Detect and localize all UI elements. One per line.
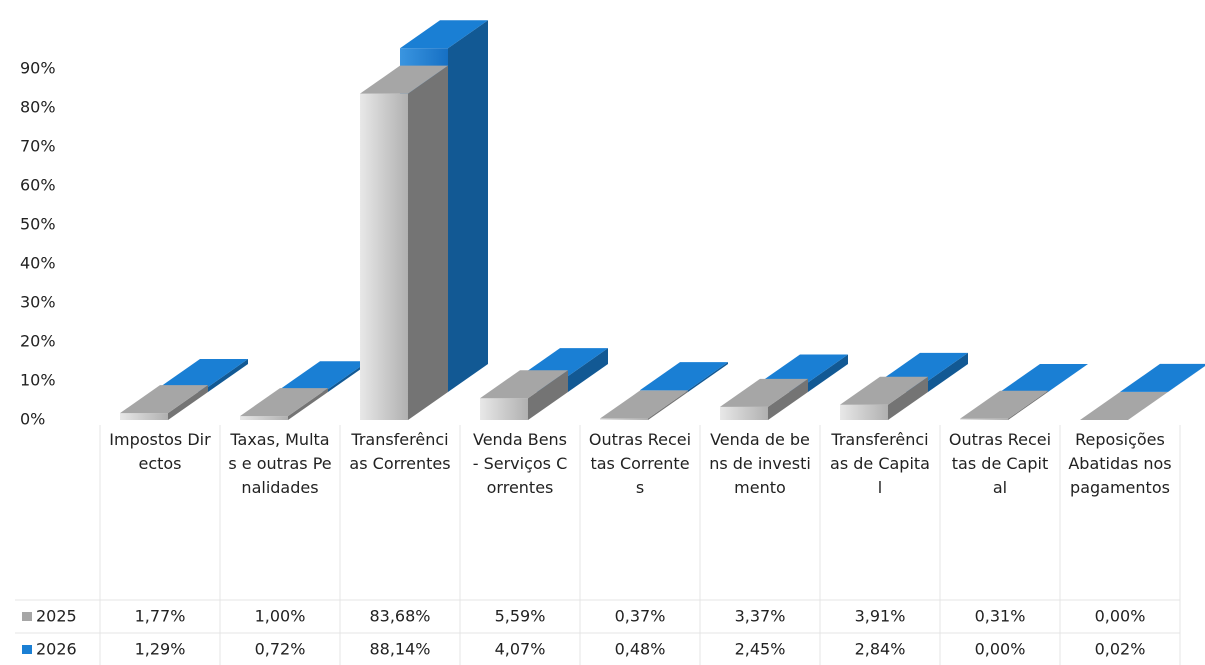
bar-front: [600, 418, 648, 420]
bar-side: [408, 65, 448, 420]
data-label: 0,37%: [615, 607, 666, 626]
bar-front: [360, 93, 408, 420]
data-label: 1,29%: [135, 640, 186, 659]
bar-side: [448, 20, 488, 393]
y-tick-label: 20%: [20, 332, 56, 351]
bar-side: [888, 376, 928, 420]
bar-top: [360, 65, 448, 94]
y-tick-label: 90%: [20, 59, 56, 78]
bar: [280, 361, 368, 392]
bar-side: [208, 358, 248, 392]
bar-side: [1008, 390, 1048, 420]
bar-front: [840, 404, 888, 420]
y-tick-label: 10%: [20, 371, 56, 390]
data-label: 0,48%: [615, 640, 666, 659]
bar-top: [640, 362, 728, 391]
legend-swatch: [22, 612, 32, 621]
bar-top: [600, 390, 688, 419]
data-label: 1,00%: [255, 607, 306, 626]
bar-side: [568, 348, 608, 392]
bar-top: [720, 378, 808, 407]
bar: [840, 376, 928, 420]
bar-top: [280, 361, 368, 390]
y-tick-label: 50%: [20, 215, 56, 234]
bar-top: [520, 348, 608, 377]
data-label: 2,84%: [855, 640, 906, 659]
legend-label: 2025: [36, 607, 77, 626]
data-label: 2,45%: [735, 640, 786, 659]
category-label: Impostos Directos: [109, 430, 211, 473]
data-label: 88,14%: [369, 640, 430, 659]
bar-top: [760, 354, 848, 383]
data-label: 1,77%: [135, 607, 186, 626]
bar-front: [720, 406, 768, 420]
data-label: 83,68%: [369, 607, 430, 626]
bar: [360, 65, 448, 420]
data-label: 5,59%: [495, 607, 546, 626]
data-label: 0,00%: [975, 640, 1026, 659]
bar: [600, 390, 688, 420]
bar-top: [880, 352, 968, 381]
bar-side: [1168, 366, 1205, 392]
y-tick-label: 60%: [20, 176, 56, 195]
legend-swatch: [22, 645, 32, 654]
category-label: Venda Bens - Serviços Correntes: [472, 430, 568, 497]
bar: [120, 385, 208, 420]
data-label: 3,37%: [735, 607, 786, 626]
bar-side: [688, 362, 728, 392]
bar-top: [840, 376, 928, 405]
bar-top: [160, 358, 248, 387]
bar-top: [1080, 392, 1168, 420]
data-label: 0,00%: [1095, 607, 1146, 626]
y-tick-label: 40%: [20, 254, 56, 273]
bar-top: [120, 385, 208, 414]
bar-side: [288, 388, 328, 420]
y-tick-label: 0%: [20, 410, 45, 429]
bar: [480, 370, 568, 420]
bar-top: [1120, 363, 1205, 392]
bar-top: [1000, 364, 1088, 392]
bar-front: [960, 418, 1008, 420]
bar: [240, 388, 328, 420]
y-tick-label: 70%: [20, 137, 56, 156]
bar: [1080, 392, 1168, 420]
bar: [1000, 364, 1088, 392]
bar-side: [168, 385, 208, 420]
bar-front: [120, 413, 168, 420]
bar: [720, 378, 808, 420]
category-label: Transferências Correntes: [349, 430, 451, 473]
bar-side: [528, 370, 568, 420]
bar-side: [928, 352, 968, 392]
data-label: 3,91%: [855, 607, 906, 626]
data-label: 0,02%: [1095, 640, 1146, 659]
data-label: 0,72%: [255, 640, 306, 659]
bar-side: [768, 378, 808, 420]
bar-front: [240, 416, 288, 420]
bar-top: [480, 370, 568, 399]
bar-side: [328, 361, 368, 392]
y-tick-label: 30%: [20, 293, 56, 312]
bar-top: [240, 388, 328, 417]
bar-side: [648, 390, 688, 420]
category-label: Transferências de Capital: [830, 430, 930, 497]
bar-top: [400, 20, 488, 49]
bar-side: [808, 354, 848, 392]
category-label: Reposições Abatidas nos pagamentos: [1068, 430, 1172, 497]
bar: [960, 390, 1048, 420]
data-label: 4,07%: [495, 640, 546, 659]
y-tick-label: 80%: [20, 98, 56, 117]
category-label: Taxas, Multas e outras Penalidades: [228, 430, 332, 497]
bar: [1120, 363, 1205, 392]
category-label: Venda de bens de investimento: [709, 430, 811, 497]
bar-front: [480, 398, 528, 420]
bar: [640, 362, 728, 392]
legend-label: 2026: [36, 640, 77, 659]
data-label: 0,31%: [975, 607, 1026, 626]
category-label: Outras Receitas de Capital: [948, 430, 1052, 497]
category-label: Outras Receitas Correntes: [588, 430, 692, 497]
bar-top: [960, 390, 1048, 419]
